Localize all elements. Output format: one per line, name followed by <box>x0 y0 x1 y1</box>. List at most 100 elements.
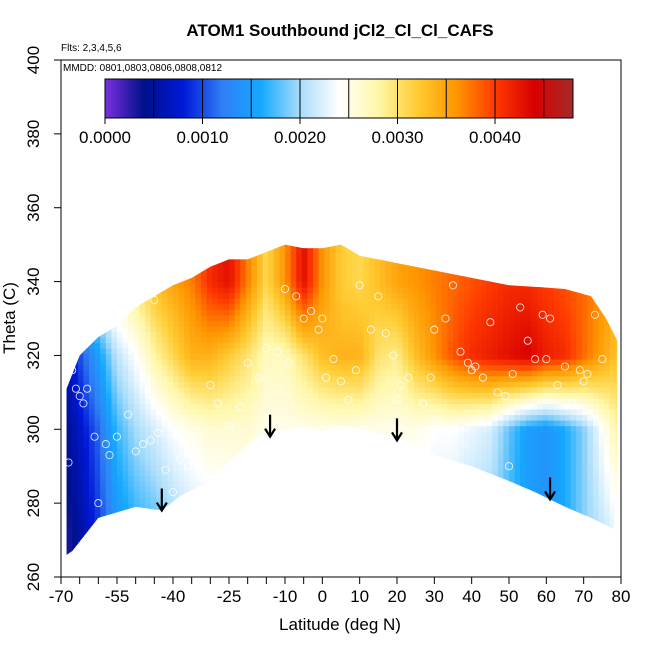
heatmap-cell <box>492 353 499 360</box>
heatmap-cell <box>425 436 432 443</box>
heatmap-cell <box>425 337 432 344</box>
heatmap-cell <box>251 270 258 277</box>
heatmap-cell <box>223 442 230 449</box>
heatmap-cell <box>217 475 224 482</box>
heatmap-cell <box>514 447 521 454</box>
heatmap-cell <box>72 265 79 272</box>
heatmap-cell <box>447 481 454 488</box>
heatmap-cell <box>363 298 370 305</box>
heatmap-cell <box>66 508 68 515</box>
heatmap-cell <box>290 287 297 294</box>
heatmap-cell <box>447 536 454 543</box>
heatmap-cell <box>94 331 101 338</box>
heatmap-cell <box>413 337 420 344</box>
heatmap-cell <box>307 530 314 537</box>
heatmap-cell <box>453 386 460 393</box>
heatmap-cell <box>94 248 101 255</box>
heatmap-cell <box>397 287 404 294</box>
heatmap-cell <box>257 442 264 449</box>
heatmap-cell <box>240 486 247 493</box>
heatmap-cell <box>430 348 437 355</box>
heatmap-cell <box>100 314 107 321</box>
heatmap-cell <box>195 503 202 510</box>
heatmap-cell <box>128 414 135 421</box>
heatmap-cell <box>285 253 292 260</box>
heatmap-cell <box>122 442 129 449</box>
heatmap-cell <box>145 325 152 332</box>
heatmap-cell <box>257 244 264 249</box>
heatmap-cell <box>464 464 471 471</box>
heatmap-cell <box>503 508 510 515</box>
heatmap-cell <box>234 348 241 355</box>
heatmap-cell <box>458 464 465 471</box>
heatmap-cell <box>217 425 224 432</box>
heatmap-cell <box>189 375 196 382</box>
heatmap-cell <box>167 248 174 255</box>
heatmap-cell <box>184 397 191 404</box>
heatmap-cell <box>257 309 264 316</box>
heatmap-cell <box>486 409 493 416</box>
heatmap-cell <box>335 464 342 471</box>
heatmap-cell <box>184 414 191 421</box>
heatmap-cell <box>363 248 370 255</box>
heatmap-cell <box>475 370 482 377</box>
heatmap-cell <box>525 536 532 543</box>
heatmap-cell <box>229 248 236 255</box>
heatmap-cell <box>492 342 499 349</box>
heatmap-cell <box>486 364 493 371</box>
heatmap-cell <box>206 253 213 260</box>
heatmap-cell <box>447 253 454 260</box>
heatmap-cell <box>413 253 420 260</box>
heatmap-cell <box>458 458 465 465</box>
heatmap-cell <box>240 564 246 570</box>
heatmap-cell <box>313 492 320 499</box>
heatmap-cell <box>173 553 180 555</box>
heatmap-cell <box>453 519 460 526</box>
heatmap-cell <box>503 270 510 277</box>
heatmap-cell <box>307 253 314 260</box>
heatmap-cell <box>257 397 264 404</box>
heatmap-cell <box>234 392 241 399</box>
heatmap-cell <box>442 564 448 570</box>
heatmap-cell <box>184 248 191 255</box>
heatmap-cell <box>374 508 381 515</box>
heatmap-cell <box>486 265 493 272</box>
heatmap-cell <box>66 314 73 321</box>
heatmap-cell <box>223 541 230 548</box>
flights-subtitle: Flts: 2,3,4,5,6 <box>61 43 122 54</box>
heatmap-cell <box>520 464 527 471</box>
heatmap-cell <box>318 475 325 482</box>
heatmap-cell <box>313 353 320 360</box>
heatmap-cell <box>229 392 236 399</box>
heatmap-cell <box>514 553 521 555</box>
heatmap-cell <box>229 386 236 393</box>
heatmap-cell <box>408 381 415 388</box>
heatmap-cell <box>262 553 269 555</box>
heatmap-cell <box>430 309 437 316</box>
heatmap-cell <box>122 253 129 260</box>
heatmap-cell <box>374 536 381 543</box>
heatmap-cell <box>240 337 247 344</box>
heatmap-cell <box>285 375 292 382</box>
heatmap-cell <box>380 397 387 404</box>
heatmap-cell <box>212 541 219 548</box>
heatmap-cell <box>324 536 331 543</box>
heatmap-cell <box>161 270 168 277</box>
heatmap-cell <box>497 375 504 382</box>
heatmap-cell <box>251 497 258 504</box>
heatmap-cell <box>285 337 292 344</box>
heatmap-cell <box>341 244 348 249</box>
heatmap-cell <box>469 364 476 371</box>
heatmap-cell <box>212 497 219 504</box>
heatmap-cell <box>167 270 174 277</box>
heatmap-cell <box>100 403 107 410</box>
heatmap-cell <box>268 386 275 393</box>
heatmap-cell <box>475 486 482 493</box>
heatmap-cell <box>380 276 387 283</box>
heatmap-cell <box>150 458 157 465</box>
heatmap-cell <box>385 492 392 499</box>
heatmap-cell <box>173 397 180 404</box>
heatmap-cell <box>374 525 381 532</box>
heatmap-cell <box>441 536 448 543</box>
heatmap-cell <box>481 536 488 543</box>
